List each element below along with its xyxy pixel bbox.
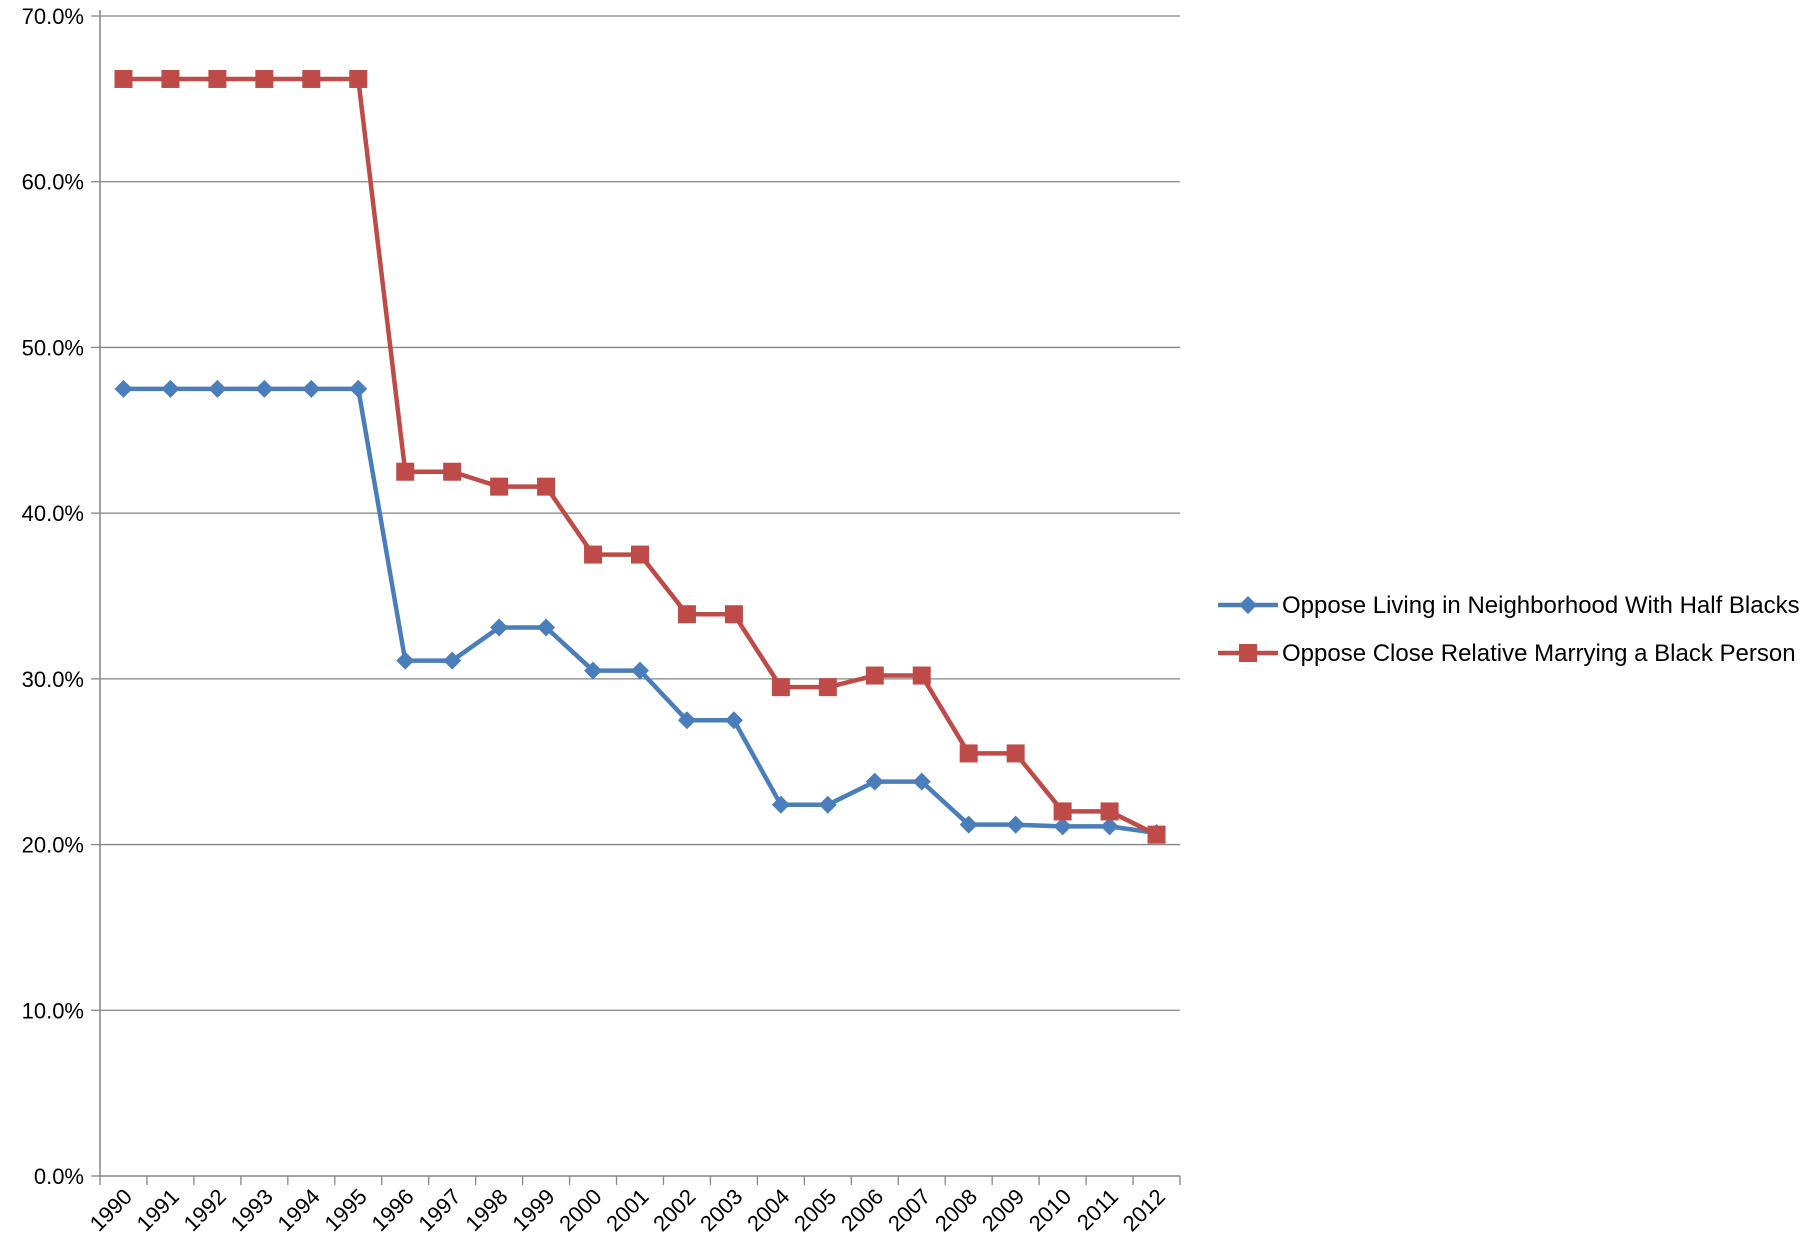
data-point bbox=[537, 618, 556, 637]
data-point bbox=[631, 661, 649, 680]
x-tick-label: 1996 bbox=[366, 1184, 418, 1236]
x-tick-label: 2004 bbox=[742, 1184, 794, 1236]
data-point bbox=[443, 651, 462, 670]
series-1 bbox=[114, 379, 1166, 842]
series-line bbox=[123, 76, 1158, 837]
y-axis-ticks: 0.0% 10.0% 20.0% 30.0% 40.0% 50.0% 60.0% 70.0% bbox=[22, 4, 100, 1189]
y-tick-label: 40.0% bbox=[22, 501, 84, 526]
x-tick-label: 1992 bbox=[179, 1184, 231, 1236]
series-2 bbox=[114, 69, 1166, 844]
data-point bbox=[677, 711, 696, 730]
data-point bbox=[631, 545, 649, 564]
y-tick-label: 70.0% bbox=[22, 4, 84, 29]
data-point bbox=[818, 795, 837, 814]
data-point bbox=[349, 379, 368, 398]
legend: Oppose Living in Neighborhood With Half … bbox=[1218, 592, 1800, 667]
data-point bbox=[161, 379, 180, 398]
data-point bbox=[302, 379, 321, 398]
data-point bbox=[1100, 802, 1119, 821]
x-tick-label: 2007 bbox=[883, 1184, 935, 1236]
data-point bbox=[865, 666, 884, 685]
data-point bbox=[208, 69, 227, 88]
data-point bbox=[490, 477, 509, 496]
x-tick-label: 2005 bbox=[789, 1184, 841, 1236]
legend-marker bbox=[1239, 596, 1257, 614]
legend-label: Oppose Living in Neighborhood With Half … bbox=[1282, 592, 1800, 619]
data-point bbox=[1006, 815, 1025, 834]
data-point bbox=[818, 678, 837, 697]
y-tick-label: 50.0% bbox=[22, 335, 84, 360]
data-point bbox=[584, 661, 603, 680]
x-tick-label: 1993 bbox=[226, 1184, 278, 1236]
y-tick-label: 30.0% bbox=[22, 667, 84, 692]
data-point bbox=[443, 462, 462, 481]
data-point bbox=[1053, 802, 1072, 821]
data-point bbox=[1100, 817, 1119, 836]
legend-label: Oppose Close Relative Marrying a Black P… bbox=[1282, 640, 1796, 667]
x-tick-label: 2001 bbox=[601, 1184, 653, 1236]
x-tick-label: 1998 bbox=[460, 1184, 512, 1236]
x-tick-label: 2000 bbox=[554, 1184, 606, 1236]
x-tick-label: 2008 bbox=[930, 1184, 982, 1236]
x-tick-label: 1999 bbox=[507, 1184, 559, 1236]
data-point bbox=[1147, 825, 1166, 844]
series-line bbox=[123, 386, 1157, 836]
data-point bbox=[1006, 744, 1025, 763]
data-point bbox=[114, 69, 133, 88]
data-point bbox=[161, 69, 180, 88]
data-point bbox=[255, 379, 274, 398]
x-tick-label: 1991 bbox=[132, 1184, 184, 1236]
data-point bbox=[771, 795, 790, 814]
data-point bbox=[114, 379, 133, 398]
data-point bbox=[302, 69, 321, 88]
data-point bbox=[912, 772, 931, 791]
y-tick-label: 20.0% bbox=[22, 833, 84, 858]
data-point bbox=[349, 69, 368, 88]
series-group bbox=[114, 69, 1166, 844]
data-point bbox=[865, 772, 884, 791]
y-tick-label: 60.0% bbox=[22, 170, 84, 195]
data-point bbox=[1053, 817, 1072, 836]
axes bbox=[99, 10, 1180, 1177]
x-tick-label: 1990 bbox=[85, 1184, 137, 1236]
data-point bbox=[537, 477, 556, 496]
x-tick-label: 2011 bbox=[1072, 1184, 1123, 1235]
data-point bbox=[255, 69, 274, 88]
data-point bbox=[396, 462, 415, 481]
x-tick-label: 2010 bbox=[1024, 1184, 1076, 1236]
data-point bbox=[396, 651, 415, 670]
x-tick-label: 1997 bbox=[413, 1184, 465, 1236]
data-point bbox=[490, 618, 509, 637]
data-point bbox=[959, 815, 978, 834]
x-tick-label: 1995 bbox=[320, 1184, 372, 1236]
legend-item-2: Oppose Close Relative Marrying a Black P… bbox=[1218, 640, 1796, 667]
x-tick-label: 2009 bbox=[977, 1184, 1029, 1236]
data-point bbox=[724, 605, 743, 624]
data-point bbox=[912, 666, 931, 685]
x-axis-ticks: 1990199119921993199419951996199719981999… bbox=[85, 1176, 1181, 1236]
data-point bbox=[724, 711, 743, 730]
x-tick-label: 2003 bbox=[695, 1184, 747, 1236]
x-tick-label: 2006 bbox=[836, 1184, 888, 1236]
legend-item-1: Oppose Living in Neighborhood With Half … bbox=[1218, 592, 1800, 619]
x-tick-label: 2012 bbox=[1118, 1184, 1170, 1236]
legend-marker bbox=[1239, 644, 1257, 662]
data-point bbox=[208, 379, 227, 398]
data-point bbox=[771, 678, 790, 697]
data-point bbox=[959, 744, 978, 763]
y-tick-label: 0.0% bbox=[34, 1164, 84, 1189]
x-tick-label: 2002 bbox=[648, 1184, 700, 1236]
data-point bbox=[584, 545, 603, 564]
gridlines bbox=[100, 15, 1180, 1011]
y-tick-label: 10.0% bbox=[22, 998, 84, 1023]
x-tick-label: 1994 bbox=[273, 1184, 325, 1236]
data-point bbox=[677, 605, 696, 624]
